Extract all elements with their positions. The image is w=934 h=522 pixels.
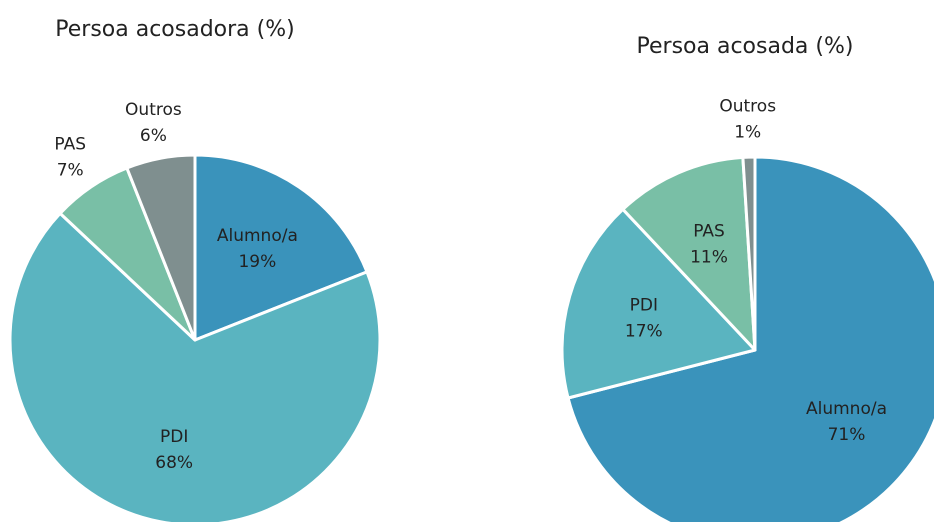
chart-title: Persoa acosadora (%) <box>55 17 294 42</box>
pie-slice <box>621 155 757 352</box>
slice-value-label: 68% <box>155 453 193 473</box>
slice-value-label: 11% <box>690 248 728 268</box>
pie-slice <box>193 153 369 342</box>
pie-slice <box>741 155 757 352</box>
chart-title: Persoa acosada (%) <box>637 34 854 59</box>
slice-category-label: PDI <box>630 296 658 316</box>
slice-category-label: PAS <box>693 222 725 242</box>
slice-category-label: Outros <box>719 97 776 117</box>
pie-slice <box>560 207 757 400</box>
slice-category-label: Alumno/a <box>217 226 298 246</box>
pie-slice <box>566 155 934 522</box>
slice-category-label: Outros <box>125 100 182 120</box>
slice-value-label: 7% <box>57 160 84 180</box>
slice-category-label: PAS <box>54 134 86 154</box>
slice-value-label: 19% <box>238 252 276 272</box>
slice-value-label: 17% <box>625 322 663 342</box>
slice-value-label: 6% <box>140 126 167 146</box>
slice-value-label: 71% <box>828 425 866 445</box>
slice-value-label: 1% <box>734 123 761 143</box>
slice-category-label: PDI <box>160 427 188 447</box>
slice-category-label: Alumno/a <box>806 399 887 419</box>
pie-slice <box>125 153 197 342</box>
